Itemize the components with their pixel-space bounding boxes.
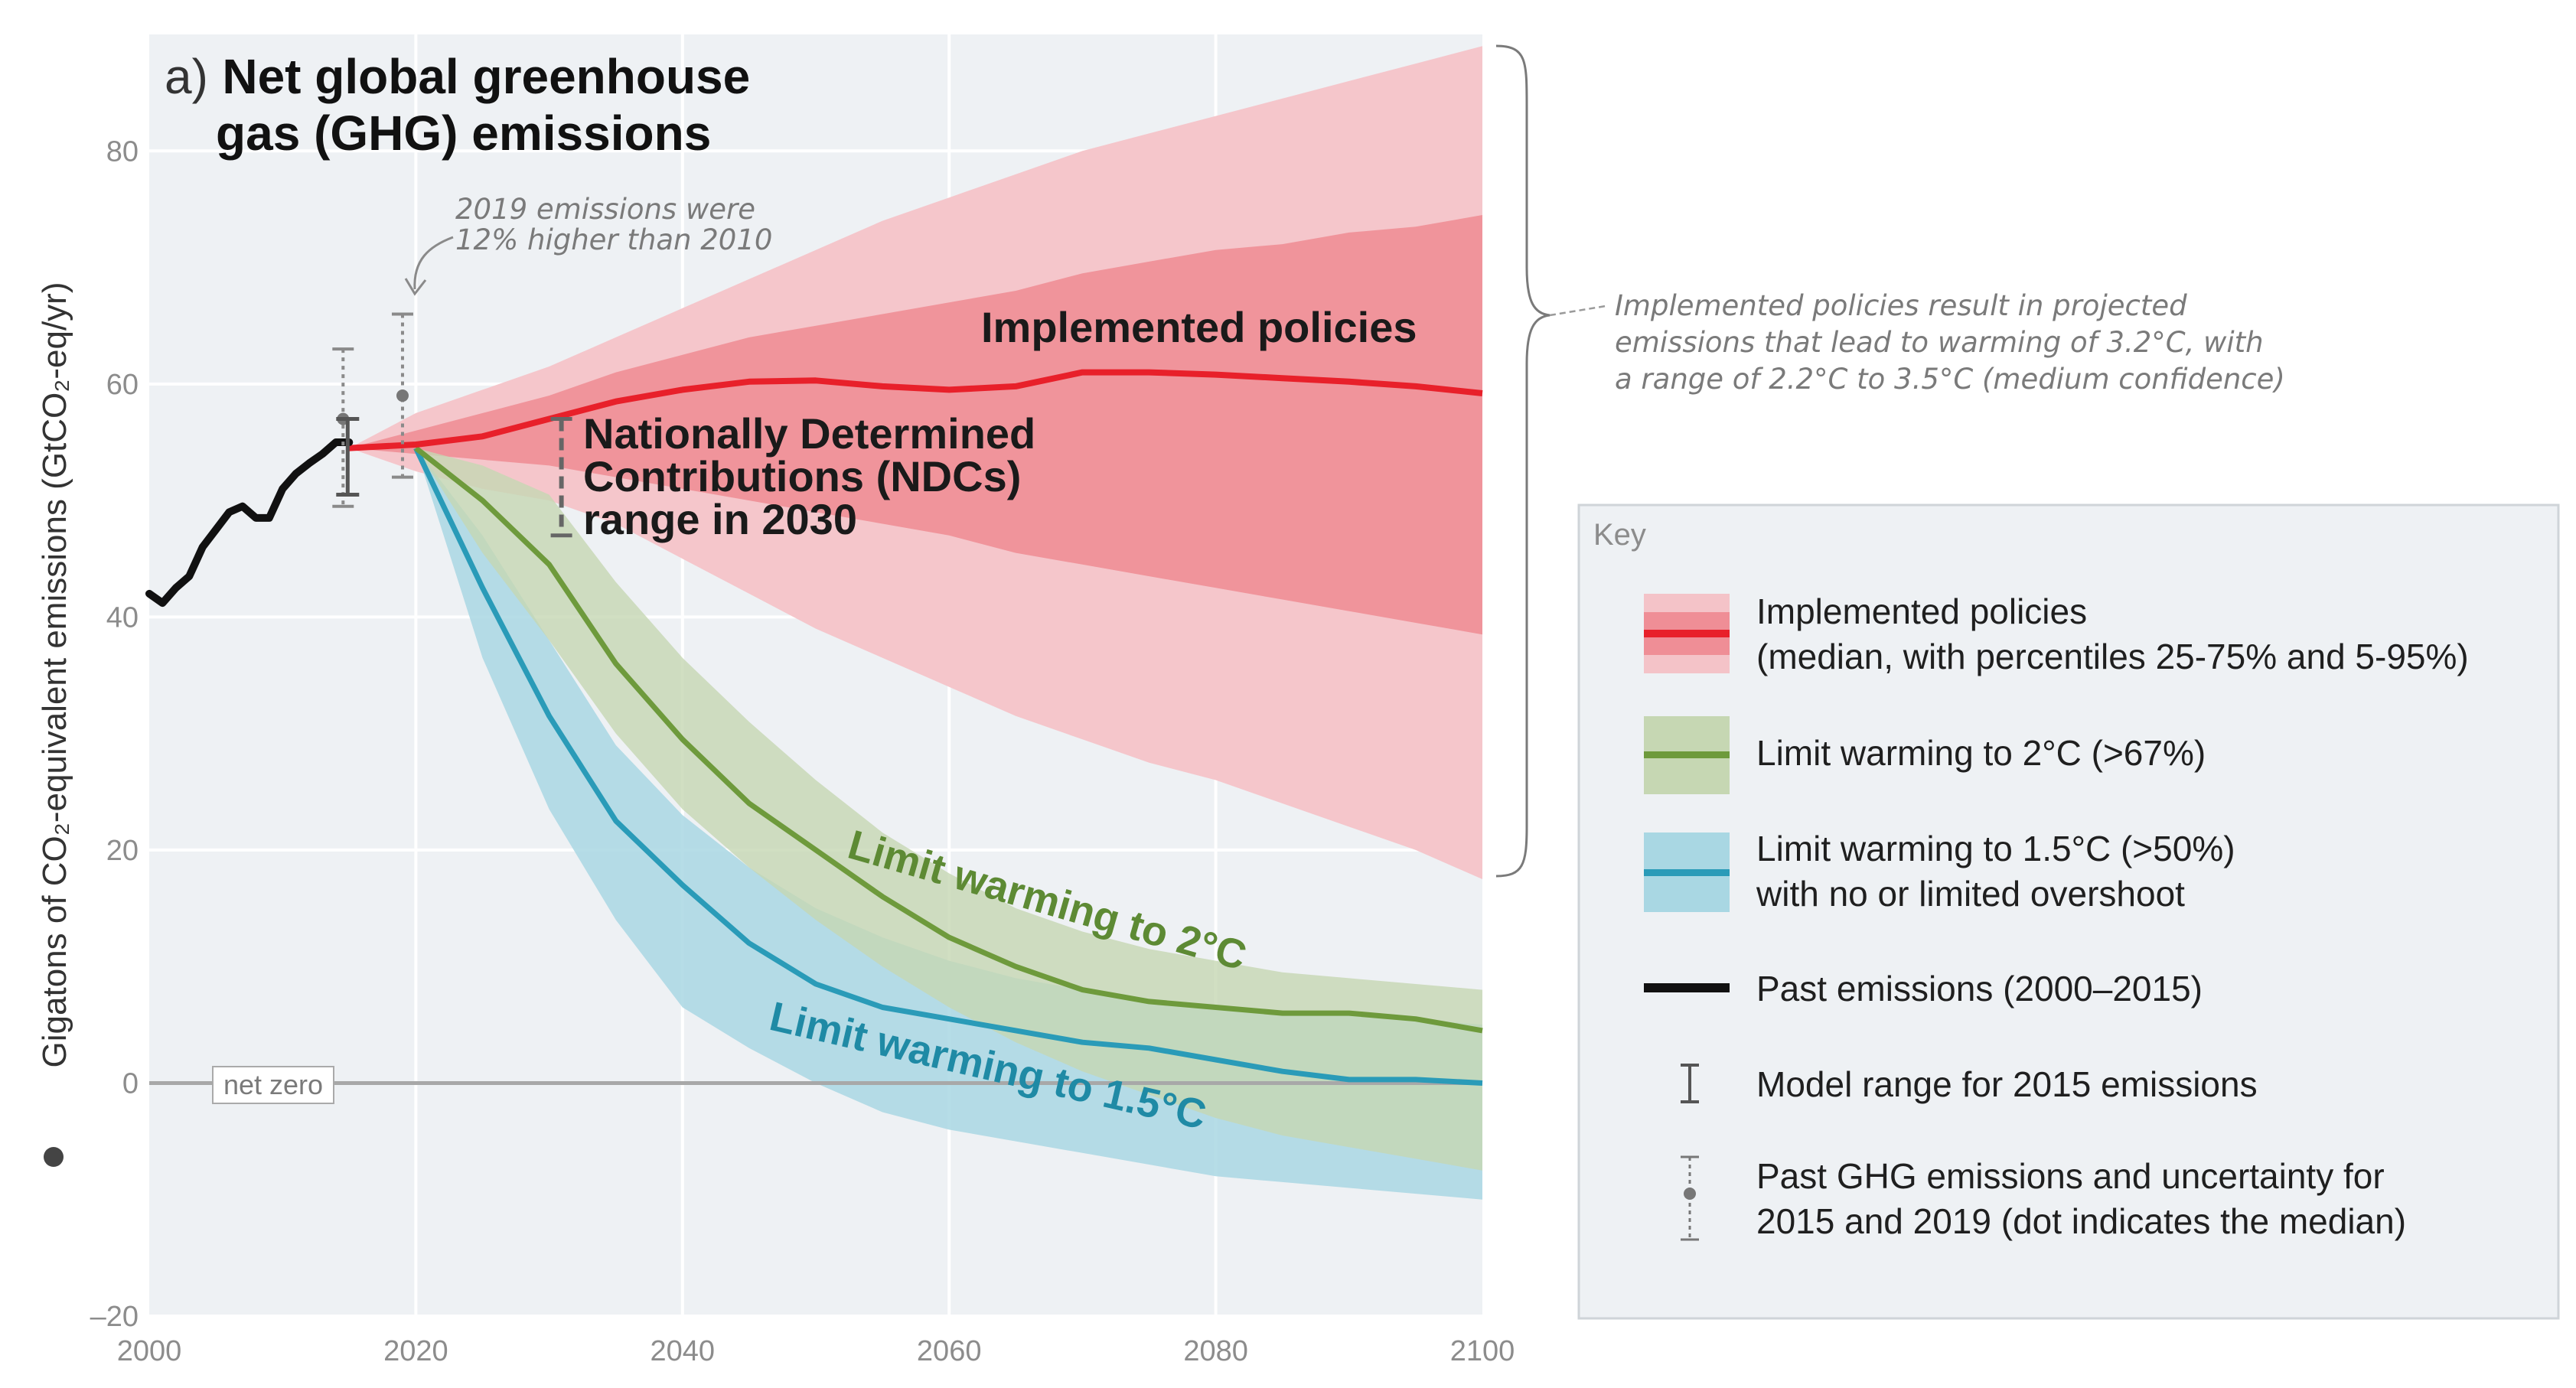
legend-uncertainty-icon	[1681, 1155, 1699, 1241]
legend-swatch-past	[1644, 983, 1730, 992]
y-tick-label-60: 60	[106, 369, 139, 401]
line-layer	[145, 369, 1483, 1086]
title-line1: Net global greenhouse	[222, 49, 750, 104]
legend-model-range-label: Model range for 2015 emissions	[1756, 1064, 2258, 1104]
legend-swatch-implemented-line	[1644, 630, 1730, 637]
legend-past-label: Past emissions (2000–2015)	[1756, 969, 2203, 1008]
note-2019-line2: 12% higher than 2010	[455, 223, 772, 256]
y-tick-label--20: –20	[90, 1301, 139, 1333]
brace-note-line1: Implemented policies result in projected	[1615, 289, 2187, 322]
x-tick-label-2020: 2020	[383, 1335, 448, 1367]
brace-note-line3: a range of 2.2°C to 3.5°C (medium confid…	[1615, 363, 2285, 396]
net-zero-box	[212, 1066, 334, 1104]
range-brace	[1495, 44, 1550, 878]
x-tick-label-2080: 2080	[1183, 1335, 1248, 1367]
y-tick-label-20: 20	[106, 835, 139, 867]
uncertainty-median-dot-2019	[396, 389, 409, 402]
errorbar-layer	[332, 312, 572, 538]
y-axis-label: Gigatons of CO₂-equivalent emissions (Gt…	[36, 282, 73, 1068]
line-past-emissions	[145, 438, 354, 608]
note-2019-line1: 2019 emissions were	[455, 193, 755, 226]
legend-title: Key	[1593, 518, 1646, 552]
title-prefix: a)	[165, 49, 208, 104]
ndc-label-line3: range in 2030	[583, 495, 857, 543]
y-tick-label-0: 0	[122, 1067, 139, 1100]
brace-pointer-line	[1549, 305, 1606, 317]
net-zero-label: net zero	[223, 1069, 323, 1100]
ndc-label-line1: Nationally Determined	[583, 409, 1035, 458]
legend-swatch-15c-line	[1644, 869, 1730, 876]
legend-15c-line2: with no or limited overshoot	[1756, 874, 2185, 914]
legend-swatch-2c-line	[1644, 751, 1730, 758]
legend-box	[1577, 503, 2560, 1320]
title-line2: gas (GHG) emissions	[216, 106, 711, 161]
x-tick-label-2000: 2000	[117, 1335, 182, 1367]
line-implemented-median	[349, 369, 1483, 451]
y-tick-label-40: 40	[106, 601, 139, 634]
legend-uncertainty-line1: Past GHG emissions and uncertainty for	[1756, 1156, 2385, 1196]
note-2019-arrowhead	[404, 278, 427, 296]
note-2019-arrow	[413, 236, 454, 290]
line-2c-median	[414, 445, 1483, 1034]
x-tick-label-2060: 2060	[917, 1335, 982, 1367]
info-dot-icon	[44, 1147, 64, 1167]
legend-implemented-line2: (median, with percentiles 25-75% and 5-9…	[1756, 637, 2469, 676]
legend-model-range-icon	[1681, 1064, 1699, 1103]
x-tick-label-2100: 2100	[1450, 1335, 1515, 1367]
legend-implemented-line1: Implemented policies	[1756, 591, 2087, 631]
x-tick-label-2040: 2040	[651, 1335, 716, 1367]
legend-15c-line1: Limit warming to 1.5°C (>50%)	[1756, 829, 2235, 868]
brace-note-line2: emissions that lead to warming of 3.2°C,…	[1615, 326, 2264, 359]
legend-uncertainty-line2: 2015 and 2019 (dot indicates the median)	[1756, 1201, 2406, 1241]
y-tick-label-80: 80	[106, 135, 139, 168]
implemented-policies-label: Implemented policies	[981, 303, 1417, 351]
ndc-label-line2: Contributions (NDCs)	[583, 452, 1021, 500]
legend-key: Key Implemented policies (median, with p…	[1577, 503, 2560, 1320]
band-layer	[349, 46, 1482, 1200]
band-implemented-25-75	[349, 215, 1482, 635]
line-1-5c-median	[413, 447, 1483, 1086]
band-2c	[416, 448, 1482, 1171]
chart-title-line1: a) Net global greenhouse	[165, 49, 750, 104]
legend-2c-label: Limit warming to 2°C (>67%)	[1756, 733, 2206, 773]
